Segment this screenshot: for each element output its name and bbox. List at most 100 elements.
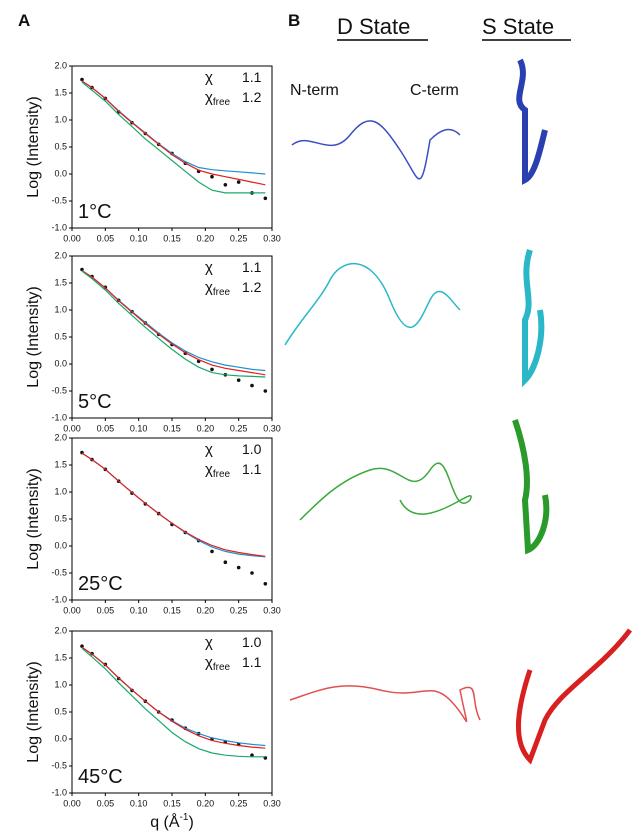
x-tick-label: 0.00 [63,233,81,243]
chi-symbol: χ [205,634,213,651]
x-axis-label: q (Å [150,812,180,831]
x-tick-label: 0.30 [263,233,281,243]
y-tick-label: 2.0 [54,625,67,635]
fit-line [81,80,266,175]
data-point [250,753,254,757]
n-term-label: N-term [290,82,339,99]
x-tick-label: 0.25 [230,798,248,808]
data-point [210,174,214,179]
x-tick-label: 0.05 [97,423,115,433]
fit-line [81,270,266,372]
x-tick-label: 0.00 [63,605,81,615]
chi-symbol: χ [205,69,213,86]
chi-free-subscript: free [213,662,231,673]
temperature-label: 45°C [78,766,123,788]
x-tick-label: 0.25 [230,233,248,243]
y-tick-label: 1.5 [54,652,67,662]
x-tick-label: 0.30 [263,798,281,808]
y-tick-label: 1.0 [54,304,67,314]
data-point [210,549,214,554]
y-tick-label: -0.5 [51,385,67,395]
temperature-label: 25°C [78,573,123,595]
y-tick-label: 0.0 [54,168,67,178]
data-point [263,582,268,586]
temperature-label: 1°C [78,201,112,223]
chi-free-symbol: χfree [205,461,231,480]
y-tick-label: 1.0 [54,679,67,689]
x-tick-label: 0.30 [263,605,281,615]
s-state-structure [512,419,550,555]
y-tick-label: 0.0 [54,540,67,550]
fit-line [81,270,266,376]
column-header: S State [482,14,554,39]
data-point [250,571,254,575]
x-tick-label: 0.20 [197,423,215,433]
y-tick-label: -0.5 [51,567,67,577]
x-axis-label: q (Å-1) [150,812,194,831]
y-tick-label: 0.0 [54,358,67,368]
y-tick-label: 1.5 [54,459,67,469]
x-tick-label: 0.05 [97,798,115,808]
x-tick-label: 0.20 [197,233,215,243]
data-point [80,77,84,82]
fit-line [81,647,266,758]
data-point [263,196,268,201]
x-tick-label: 0.15 [163,605,181,615]
x-tick-label: 0.20 [197,605,215,615]
fit-line [81,270,266,378]
chi-value: 1.1 [242,69,262,85]
data-point [80,267,84,272]
d-state-structure [299,462,472,521]
y-tick-label: 0.5 [54,331,67,341]
x-tick-label: 0.10 [130,423,148,433]
y-tick-label: -1.0 [51,222,67,232]
y-tick-label: 1.5 [54,87,67,97]
y-tick-label: 0.5 [54,141,67,151]
x-tick-label: 0.00 [63,423,81,433]
chi-free-value: 1.2 [242,89,262,105]
chi-free-symbol: χfree [205,279,231,298]
data-point [80,644,84,648]
panel-label: B [288,11,300,30]
x-tick-label: 0.20 [197,798,215,808]
data-point [236,378,241,383]
data-point [236,180,241,184]
chi-free-symbol: χfree [205,654,231,673]
chi-free-value: 1.1 [242,461,262,477]
fit-line [81,646,266,749]
d-state-structure [284,262,461,346]
fit-line [81,646,266,747]
s-state-structure [516,58,548,185]
data-point [263,389,268,393]
x-tick-label: 0.05 [97,605,115,615]
y-tick-label: 2.0 [54,432,67,442]
chi-symbol: χ [205,441,213,458]
x-axis-label-sup: -1 [180,812,189,823]
y-tick-label: 2.0 [54,250,67,260]
chi-free-symbol: χ [205,654,213,671]
chi-value: 1.0 [242,634,262,650]
chi-value: 1.1 [242,259,262,275]
chi-free-symbol: χfree [205,89,231,108]
s-state-structure [522,249,545,388]
x-tick-label: 0.10 [130,605,148,615]
column-header: D State [337,14,410,39]
x-tick-label: 0.15 [163,233,181,243]
panel-label: A [18,11,30,30]
chi-free-value: 1.2 [242,279,262,295]
structures [284,58,632,765]
c-term-label: C-term [410,82,459,99]
x-tick-label: 0.25 [230,423,248,433]
y-tick-label: 0.5 [54,513,67,523]
chi-free-symbol: χ [205,279,213,296]
x-tick-label: 0.10 [130,233,148,243]
chi-free-subscript: free [213,97,231,108]
x-tick-label: 0.25 [230,605,248,615]
x-tick-label: 0.05 [97,233,115,243]
chi-free-symbol: χ [205,461,213,478]
y-tick-label: -1.0 [51,594,67,604]
x-tick-label: 0.10 [130,798,148,808]
chi-free-symbol: χ [205,89,213,106]
fit-line [81,452,266,558]
